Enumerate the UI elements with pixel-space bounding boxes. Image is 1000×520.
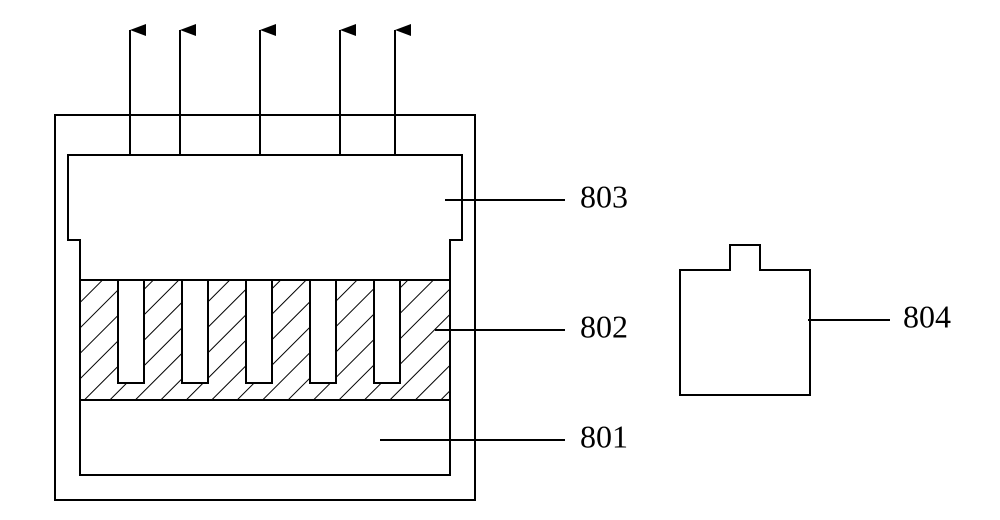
block-803 (68, 155, 462, 280)
block-802-channel (118, 280, 144, 383)
part-label: 804 (903, 298, 951, 334)
block-802 (80, 280, 450, 400)
block-802-channel (374, 280, 400, 383)
block-801 (80, 400, 450, 475)
part-label: 803 (580, 178, 628, 214)
block-802-channel (310, 280, 336, 383)
part-label: 802 (580, 308, 628, 344)
block-804 (680, 245, 810, 395)
block-802-channel (182, 280, 208, 383)
part-label: 801 (580, 418, 628, 454)
block-802-channel (246, 280, 272, 383)
